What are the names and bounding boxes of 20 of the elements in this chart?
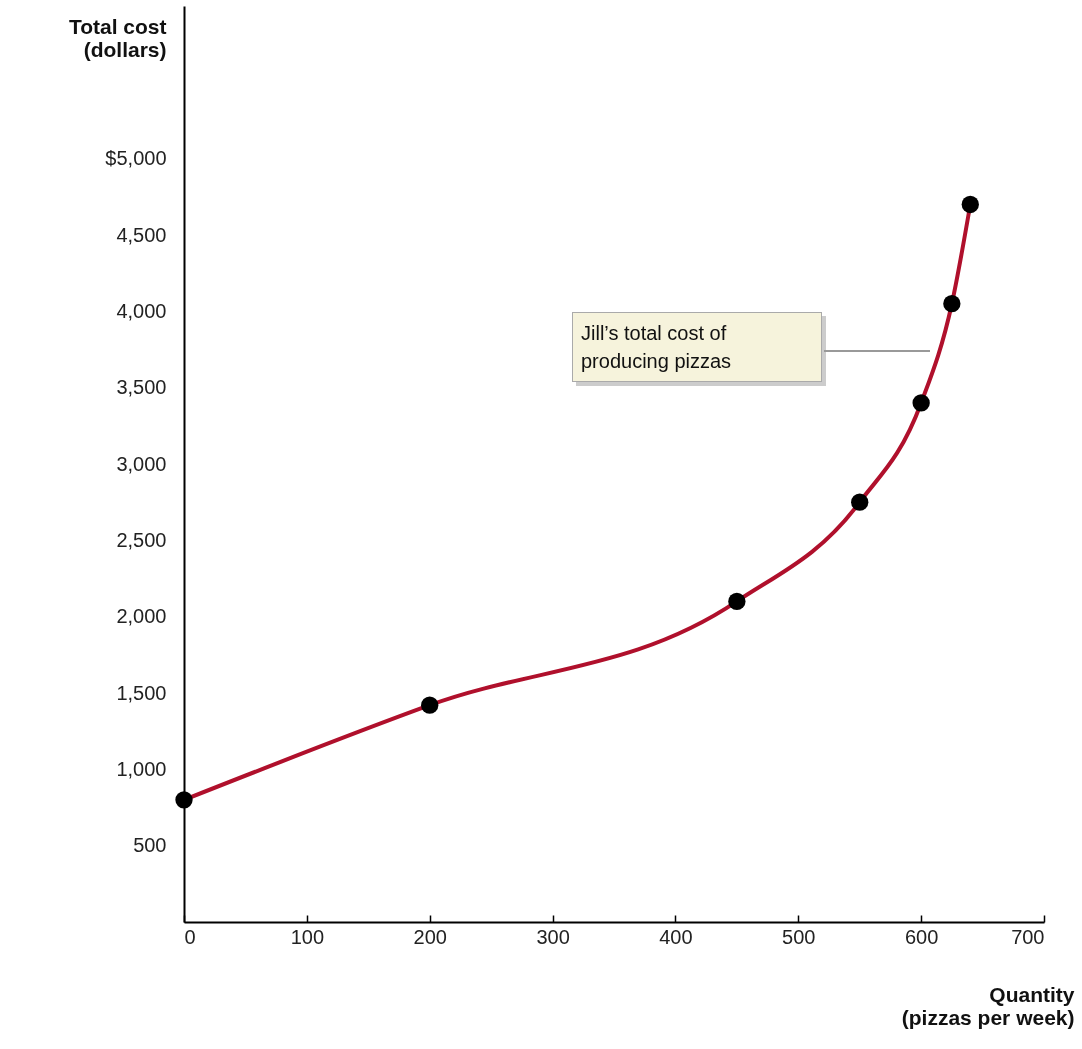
x-tick-label: 100 — [290, 925, 325, 948]
y-tick-label: 1,000 — [116, 757, 167, 780]
y-tick-label: $5,000 — [105, 147, 167, 170]
x-tick-label: 200 — [413, 925, 447, 948]
y-axis-title: Total cost (dollars) — [68, 14, 167, 61]
x-tick-label: 600 — [904, 925, 939, 948]
x-axis-title: Quantity (pizzas per week) — [901, 982, 1075, 1029]
y-tick-label: 4,500 — [116, 223, 167, 246]
x-tick-label: 700 — [1011, 925, 1045, 948]
y-tick-label: 1,500 — [116, 681, 167, 704]
y-tick-label: 2,500 — [116, 528, 167, 551]
y-tick-label: 3,500 — [116, 376, 167, 399]
y-tick-label: 2,000 — [116, 605, 167, 628]
y-tick-label: 3,000 — [116, 452, 167, 475]
x-tick-label: 0 — [184, 925, 196, 948]
y-tick-label: 500 — [133, 834, 167, 857]
y-tick-label: 4,000 — [116, 299, 167, 322]
x-tick-label: 500 — [782, 925, 816, 948]
x-tick-label: 300 — [536, 925, 570, 948]
x-tick-label: 400 — [659, 925, 693, 948]
